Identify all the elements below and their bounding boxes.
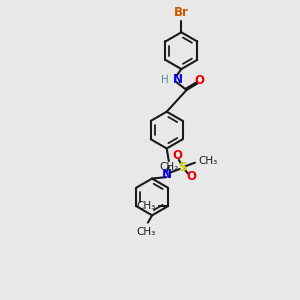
Text: O: O [186,170,197,183]
Text: CH₂: CH₂ [159,162,178,172]
Text: CH₃: CH₃ [136,227,155,237]
Text: O: O [195,74,205,88]
Text: N: N [173,73,183,86]
Text: S: S [178,161,187,174]
Text: CH₃: CH₃ [136,201,155,211]
Text: Br: Br [174,6,189,19]
Text: CH₃: CH₃ [198,156,217,167]
Text: H: H [161,74,169,85]
Text: N: N [162,168,172,181]
Text: O: O [173,149,183,162]
